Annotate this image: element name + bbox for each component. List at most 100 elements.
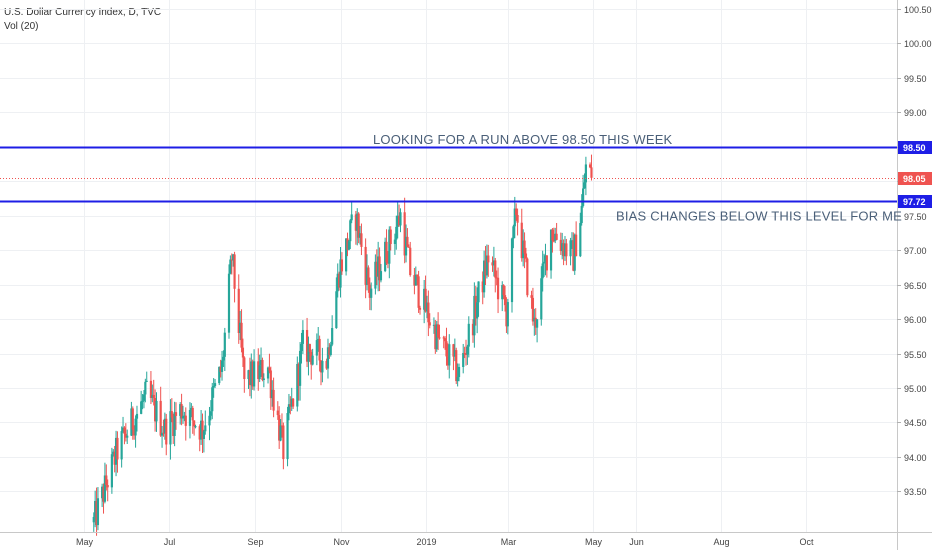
candle (418, 305, 422, 315)
candle (287, 393, 291, 421)
candle (491, 256, 494, 272)
candle (258, 354, 261, 383)
symbol-title[interactable]: U.S. Dollar Currency Index, D, TVC (4, 7, 162, 18)
y-tick-label: 95.50 (904, 350, 927, 360)
candle (544, 243, 547, 276)
candle (94, 490, 97, 528)
candle (428, 313, 431, 329)
candle (389, 226, 392, 251)
candle (190, 403, 193, 418)
candle (335, 277, 338, 329)
candle (536, 318, 539, 343)
candle (513, 196, 516, 239)
candle (237, 274, 240, 344)
candle (188, 402, 192, 439)
candle (473, 282, 476, 348)
candle (105, 464, 108, 491)
candle (403, 197, 406, 264)
candle (202, 429, 205, 453)
horizontal-levels[interactable] (0, 146, 897, 203)
candle (218, 366, 221, 386)
candle (172, 413, 175, 444)
candle (354, 210, 357, 245)
candle (464, 339, 468, 366)
last-price-label: 98.05 (903, 174, 926, 184)
candle (329, 341, 332, 357)
candle (134, 415, 137, 448)
candle (318, 335, 321, 372)
candle (407, 244, 410, 248)
candle (289, 396, 292, 415)
candle (92, 512, 95, 532)
candle (442, 335, 445, 349)
candle (526, 257, 529, 298)
candle (503, 285, 507, 312)
candle (286, 406, 289, 467)
candle (297, 362, 300, 401)
candle (248, 357, 252, 397)
candle (404, 224, 408, 263)
candle (268, 353, 271, 374)
candle (133, 425, 136, 440)
candle (301, 320, 304, 355)
candle (572, 232, 575, 272)
candle (416, 274, 419, 286)
candle (573, 233, 576, 275)
candle (456, 363, 459, 387)
candle (413, 267, 416, 295)
candle (201, 413, 204, 454)
x-tick-label: 2019 (416, 537, 436, 547)
candle (102, 483, 105, 514)
candle (152, 379, 155, 406)
candle (523, 232, 526, 269)
y-tick-label: 94.00 (904, 453, 927, 463)
candle (487, 244, 490, 277)
candle (385, 229, 388, 266)
candle (200, 410, 203, 445)
candle (116, 431, 119, 473)
candle (358, 225, 362, 245)
x-tick-label: Oct (799, 537, 814, 547)
candle (311, 348, 314, 366)
candle (386, 251, 390, 269)
candle (434, 320, 437, 354)
candle (121, 416, 125, 433)
candle (135, 405, 139, 432)
candle (292, 397, 295, 409)
candle (250, 353, 253, 399)
candle (483, 250, 486, 298)
candle (485, 244, 489, 279)
candle (336, 263, 339, 298)
candle (328, 343, 331, 359)
y-tick-label: 96.00 (904, 315, 927, 325)
candle (276, 401, 279, 420)
candle (261, 357, 264, 382)
candle (579, 212, 582, 258)
candle (417, 270, 420, 313)
candle (455, 347, 458, 385)
candle (232, 253, 235, 267)
candle (243, 356, 246, 393)
candle (113, 445, 116, 473)
annotation-run-above[interactable]: LOOKING FOR A RUN ABOVE 98.50 THIS WEEK (373, 132, 673, 147)
price-axis-panel[interactable] (897, 0, 932, 550)
candle (272, 377, 275, 418)
level-price-tag (898, 141, 932, 154)
candle (213, 378, 217, 389)
candle (162, 419, 165, 437)
volume-indicator-title[interactable]: Vol (20) (4, 21, 39, 32)
x-tick-label: Sep (247, 537, 263, 547)
candle (474, 285, 477, 326)
candle (163, 412, 166, 440)
candle (169, 399, 172, 460)
level-price-tag (898, 195, 932, 208)
annotation-bias-change[interactable]: BIAS CHANGES BELOW THIS LEVEL FOR ME (616, 209, 902, 224)
candle (423, 279, 426, 324)
candle (142, 390, 146, 409)
candle (453, 338, 456, 362)
candle (103, 462, 107, 504)
candle (298, 342, 302, 401)
candle (340, 252, 344, 275)
candle (271, 380, 274, 407)
